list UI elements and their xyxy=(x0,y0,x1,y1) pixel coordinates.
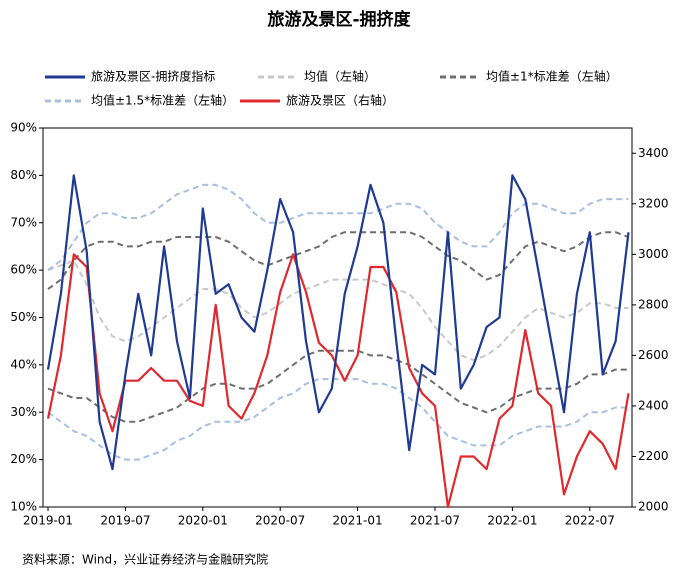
x-tick-label: 2021-01 xyxy=(333,514,383,528)
legend-label: 旅游及景区-拥挤度指标 xyxy=(91,69,215,84)
y-tick-label: 40% xyxy=(10,357,37,371)
legend-label: 均值±1*标准差（左轴） xyxy=(486,69,618,84)
series-line xyxy=(47,183,629,271)
legend-label: 均值±1.5*标准差（左轴） xyxy=(91,93,234,108)
y2-tick-label: 2800 xyxy=(638,297,669,311)
y-tick-label: 90% xyxy=(10,121,37,135)
series-line xyxy=(47,349,629,423)
plot-frame xyxy=(42,127,633,508)
y2-tick-label: 3000 xyxy=(638,247,669,261)
x-tick-label: 2022-01 xyxy=(487,514,537,528)
y2-tick-label: 2600 xyxy=(638,348,669,362)
y-tick-label: 80% xyxy=(10,168,37,182)
legend-label: 旅游及景区（右轴） xyxy=(286,93,394,108)
y-tick-label: 60% xyxy=(10,263,37,277)
y-tick-label: 70% xyxy=(10,215,37,229)
series-line xyxy=(46,253,630,509)
y2-tick-label: 3400 xyxy=(638,146,669,160)
y-tick-label: 20% xyxy=(10,452,37,466)
x-tick-label: 2022-07 xyxy=(565,514,615,528)
source-note: 资料来源：Wind，兴业证券经济与金融研究院 xyxy=(22,552,268,567)
y2-tick-label: 2400 xyxy=(638,398,669,412)
y-tick-label: 30% xyxy=(10,405,37,419)
series-line xyxy=(46,174,630,471)
chart-title: 旅游及景区-拥挤度 xyxy=(267,9,411,30)
x-tick-label: 2021-07 xyxy=(410,514,460,528)
y2-tick-label: 2000 xyxy=(638,500,669,514)
x-tick-label: 2020-01 xyxy=(178,514,228,528)
x-tick-label: 2019-01 xyxy=(23,514,73,528)
x-tick-label: 2020-07 xyxy=(255,514,305,528)
series-line xyxy=(47,259,629,362)
series-line xyxy=(47,378,629,461)
x-tick-label: 2019-07 xyxy=(100,514,150,528)
y2-tick-label: 2200 xyxy=(638,449,669,463)
y2-tick-label: 3200 xyxy=(638,196,669,210)
y-tick-label: 50% xyxy=(10,310,37,324)
legend-label: 均值（左轴） xyxy=(304,69,376,84)
y-tick-label: 10% xyxy=(10,500,37,514)
